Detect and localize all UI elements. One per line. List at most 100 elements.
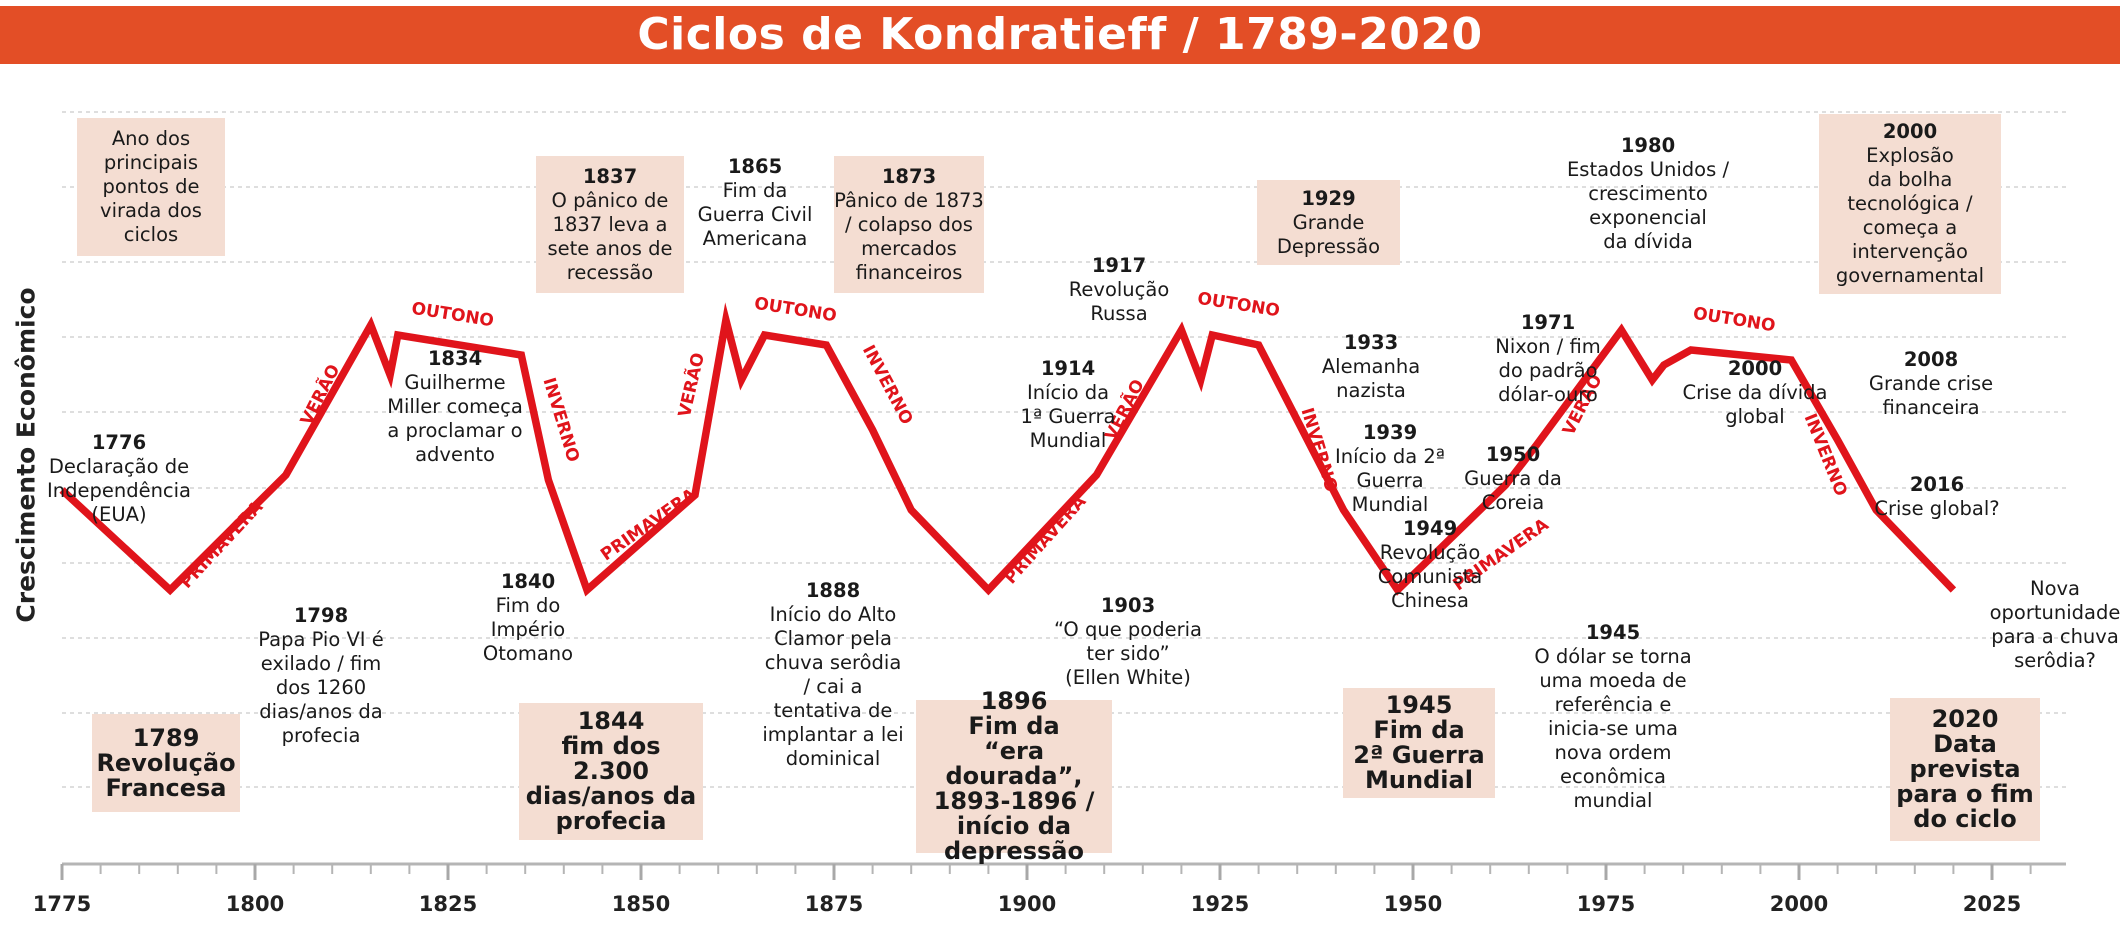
annotation-box-1929: 1929 Grande Depressão [1257,180,1400,265]
annotation-1939: 1939 Início da 2ª Guerra Mundial [1270,421,1510,517]
annotation-2008: 2008 Grande crise financeira [1811,348,2051,420]
annotation-text: Crise global? [1874,497,2000,520]
annotation-1840: 1840 Fim do Império Otomano [408,570,648,666]
annotation-year: 1971 [1520,311,1576,334]
annotation-text: Explosão da bolha tecnológica / começa a… [1835,144,1985,287]
annotation-1980: 1980 Estados Unidos / crescimento exponen… [1528,134,1768,254]
annotation-text: Início da 2ª Guerra Mundial [1335,445,1445,516]
season-label-outono: OUTONO [1692,304,1777,337]
annotation-year: 2000 [1727,357,1783,380]
chart-title: Ciclos de Kondratieff / 1789-2020 [637,9,1483,60]
annotation-1865: 1865 Fim da Guerra Civil Americana [635,155,875,251]
annotation-text: Alemanha nazista [1321,355,1421,402]
annotation-box-1896: 1896 Fim da “era dourada”, 1893-1896 / in… [916,689,1112,864]
annotation-year: 1945 [1585,621,1641,644]
title-banner: Ciclos de Kondratieff / 1789-2020 [0,6,2120,64]
x-tick-label: 1800 [226,892,284,916]
x-tick-label: 1775 [33,892,91,916]
season-label-verão: VERÃO [672,350,709,419]
annotation-year: 1834 [427,347,483,370]
annotation-text: Data prevista para o fim do ciclo [1896,730,2034,833]
annotation-text: Início da 1ª Guerra Mundial [1020,381,1116,452]
annotation-year: 1933 [1343,331,1399,354]
annotation-text: O dólar se torna uma moeda de referência… [1534,645,1692,812]
annotation-1933: 1933 Alemanha nazista [1251,331,1491,403]
annotation-year: 1873 [881,164,937,188]
annotation-text: Fim da Guerra Civil Americana [697,179,813,250]
annotation-text: Nixon / fim do padrão dólar-ouro [1495,335,1601,406]
annotation-text: Revolução Francesa [96,748,236,802]
annotation-text: Fim do Império Otomano [482,594,574,665]
annotation-year: 2008 [1903,348,1959,371]
annotation-1914: 1914 Início da 1ª Guerra Mundial [948,357,1188,453]
annotation-year: 1837 [582,164,638,188]
annotation-year: 1949 [1402,517,1458,540]
x-tick-label: 1950 [1384,892,1442,916]
x-tick-label: 1850 [612,892,670,916]
season-label-outono: OUTONO [753,294,838,327]
annotation-text: Guerra da Coreia [1464,467,1562,514]
annotation-text: Nova oportunidade para a chuva serôdia? [1989,577,2120,672]
annotation-text: Pânico de 1873 / colapso dos mercados fi… [834,188,984,284]
annotation-text: Grande crise financeira [1868,372,1994,419]
annotation-box-legend: Ano dos principais pontos de virada dos … [77,118,225,256]
annotation-text: Guilherme Miller começa a proclamar o ad… [387,371,523,466]
annotation-year: 1840 [500,570,556,593]
annotation-year: 1865 [727,155,783,178]
annotation-year: 1917 [1091,254,1147,277]
annotation-year: 1980 [1620,134,1676,157]
annotation-year: 1888 [805,579,861,602]
x-tick-label: 1875 [805,892,863,916]
annotation-2016: 2016 Crise global? [1817,473,2057,521]
annotation-1888: 1888 Início do Alto Clamor pela chuva ser… [713,579,953,771]
annotation-text: Crise da dívida global [1682,381,1828,428]
annotation-1971: 1971 Nixon / fim do padrão dólar-ouro [1428,311,1668,407]
annotation-year: 1950 [1485,443,1541,466]
annotation-text: Fim da “era dourada”, 1893-1896 / início… [933,712,1095,865]
annotation-text: O pânico de 1837 leva a sete anos de rec… [547,188,673,284]
annotation-year: 1929 [1301,186,1356,210]
annotation-nova: Nova oportunidade para a chuva serôdia? [1935,577,2120,673]
annotation-1776: 1776 Declaração de Independência (EUA) [0,431,239,527]
annotation-text: Revolução Comunista Chinesa [1377,541,1483,612]
annotation-box-1837: 1837 O pânico de 1837 leva a sete anos de… [536,156,684,293]
annotation-year: 1798 [293,604,349,627]
x-tick-label: 1825 [419,892,477,916]
annotation-year: 1776 [91,431,147,454]
season-label-outono: OUTONO [410,299,495,332]
annotation-text: Revolução Russa [1068,278,1170,325]
annotation-box-1873: 1873 Pânico de 1873 / colapso dos mercado… [834,156,984,293]
annotation-box-1789: 1789 Revolução Francesa [92,714,240,812]
annotation-2000b: 2000 Crise da dívida global [1635,357,1875,429]
annotation-text: Início do Alto Clamor pela chuva serôdia… [762,603,904,770]
annotation-year: 1789 [132,723,200,752]
annotation-year: 1844 [577,707,645,735]
annotation-text: Papa Pio VI é exilado / fim dos 1260 dia… [258,628,384,747]
annotation-text: Ano dos principais pontos de virada dos … [100,127,202,246]
annotation-year: 1903 [1100,594,1156,617]
annotation-year: 2020 [1931,705,1999,733]
annotation-year: 1945 [1385,691,1453,719]
annotation-box-2000a: 2000 Explosão da bolha tecnológica / come… [1819,114,2001,294]
annotation-text: Grande Depressão [1276,210,1381,258]
x-tick-label: 1975 [1577,892,1635,916]
annotation-year: 1939 [1362,421,1418,444]
annotation-text: fim dos 2.300 dias/anos da profecia [525,732,697,835]
annotation-box-1945box: 1945 Fim da 2ª Guerra Mundial [1343,688,1495,798]
season-label-primavera: PRIMAVERA [1001,491,1091,588]
annotation-text: Declaração de Independência (EUA) [46,455,192,526]
x-tick-label: 1925 [1191,892,1249,916]
annotation-1950: 1950 Guerra da Coreia [1393,443,1633,515]
annotation-1945: 1945 O dólar se torna uma moeda de referê… [1493,621,1733,813]
x-tick-label: 2000 [1770,892,1828,916]
annotation-year: 2016 [1909,473,1965,496]
annotation-1903: 1903 “O que poderia ter sido” (Ellen Whit… [1008,594,1248,690]
annotation-year: 1896 [980,687,1048,715]
annotation-box-1844: 1844 fim dos 2.300 dias/anos da profecia [519,703,703,840]
annotation-box-2020: 2020 Data prevista para o fim do ciclo [1890,698,2040,841]
annotation-text: “O que poderia ter sido” (Ellen White) [1054,618,1202,689]
cycle-line [59,302,1957,597]
annotation-year: 2000 [1882,120,1938,143]
